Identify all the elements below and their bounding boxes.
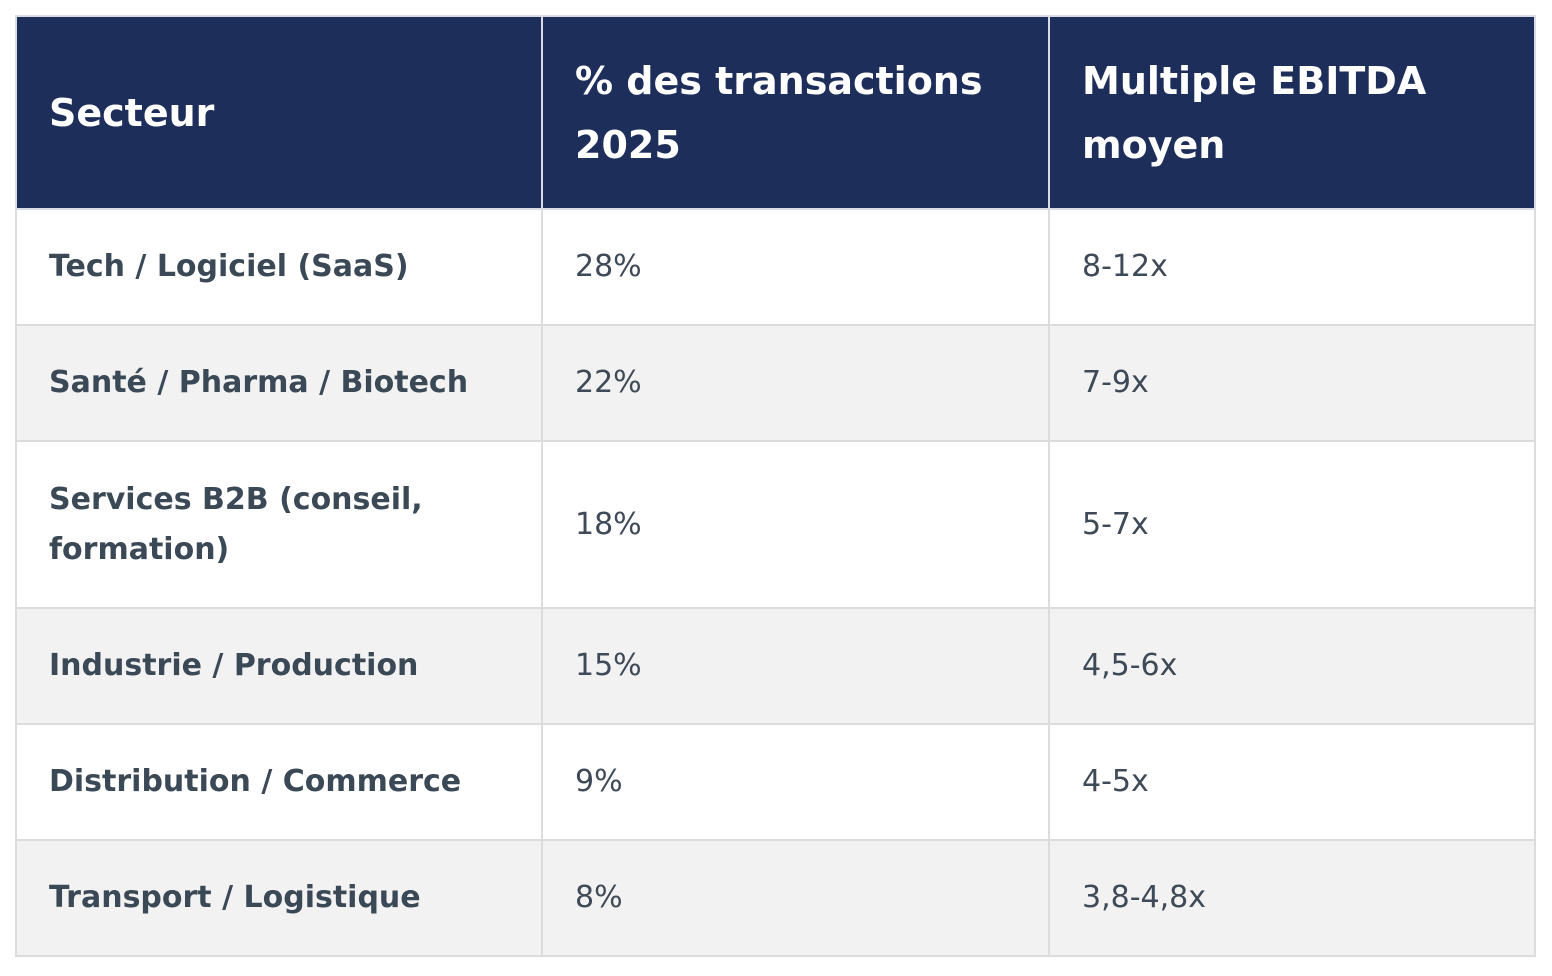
table-row: Distribution / Commerce 9% 4-5x bbox=[15, 723, 1536, 841]
cell-multiple: 3,8-4,8x bbox=[1048, 839, 1536, 957]
cell-multiple: 4-5x bbox=[1048, 723, 1536, 841]
column-header-multiple: Multiple EBITDA moyen bbox=[1048, 15, 1536, 210]
cell-multiple: 4,5-6x bbox=[1048, 607, 1536, 725]
table-row: Transport / Logistique 8% 3,8-4,8x bbox=[15, 839, 1536, 957]
cell-multiple: 7-9x bbox=[1048, 324, 1536, 442]
cell-sector: Distribution / Commerce bbox=[15, 723, 543, 841]
cell-sector: Industrie / Production bbox=[15, 607, 543, 725]
cell-multiple: 8-12x bbox=[1048, 208, 1536, 326]
sector-table: Secteur % des transactions 2025 Multiple… bbox=[15, 15, 1536, 957]
cell-sector: Santé / Pharma / Biotech bbox=[15, 324, 543, 442]
cell-share: 8% bbox=[541, 839, 1050, 957]
table-row: Industrie / Production 15% 4,5-6x bbox=[15, 607, 1536, 725]
column-header-sector: Secteur bbox=[15, 15, 543, 210]
cell-multiple: 5-7x bbox=[1048, 440, 1536, 609]
table-body: Tech / Logiciel (SaaS) 28% 8-12x Santé /… bbox=[15, 208, 1536, 957]
table-row: Santé / Pharma / Biotech 22% 7-9x bbox=[15, 324, 1536, 442]
table-header: Secteur % des transactions 2025 Multiple… bbox=[15, 15, 1536, 210]
table-row: Services B2B (conseil, formation) 18% 5-… bbox=[15, 440, 1536, 609]
cell-sector: Tech / Logiciel (SaaS) bbox=[15, 208, 543, 326]
sector-table-container: Secteur % des transactions 2025 Multiple… bbox=[15, 15, 1536, 957]
cell-share: 15% bbox=[541, 607, 1050, 725]
cell-sector: Services B2B (conseil, formation) bbox=[15, 440, 543, 609]
cell-share: 18% bbox=[541, 440, 1050, 609]
cell-share: 28% bbox=[541, 208, 1050, 326]
table-row: Tech / Logiciel (SaaS) 28% 8-12x bbox=[15, 208, 1536, 326]
cell-sector: Transport / Logistique bbox=[15, 839, 543, 957]
column-header-share: % des transactions 2025 bbox=[541, 15, 1050, 210]
cell-share: 9% bbox=[541, 723, 1050, 841]
cell-share: 22% bbox=[541, 324, 1050, 442]
header-row: Secteur % des transactions 2025 Multiple… bbox=[15, 15, 1536, 210]
